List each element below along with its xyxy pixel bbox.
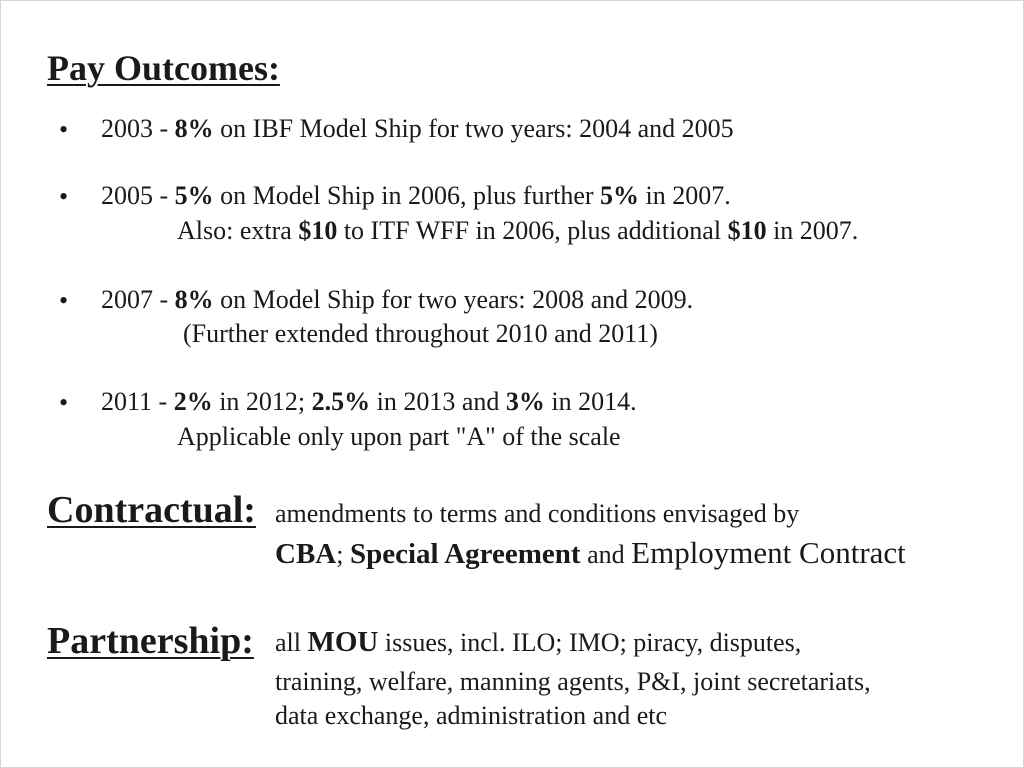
pay-item-2003: 2003 - 8% on IBF Model Ship for two year… [101,114,734,143]
pay-item-2007: 2007 - 8% on Model Ship for two years: 2… [101,285,694,314]
partnership-line-2: training, welfare, manning agents, P&I, … [275,667,871,696]
pay-item-2011: 2011 - 2% in 2012; 2.5% in 2013 and 3% i… [101,387,637,416]
contractual-line-2: CBA; Special Agreement and Employment Co… [275,535,906,570]
bullet-marker: • [59,286,69,315]
contractual-heading: Contractual: [47,489,256,531]
bullet-marker: • [59,388,69,417]
pay-outcomes-heading: Pay Outcomes: [47,48,280,88]
pay-item-2011-detail: Applicable only upon part "A" of the sca… [177,422,621,451]
partnership-heading: Partnership: [47,620,254,662]
partnership-line-1: all MOU issues, incl. ILO; IMO; piracy, … [275,626,802,658]
pay-item-2005-detail: Also: extra $10 to ITF WFF in 2006, plus… [177,216,859,245]
pay-item-2007-detail: (Further extended throughout 2010 and 20… [183,319,658,348]
contractual-line-1: amendments to terms and conditions envis… [275,499,800,528]
bullet-marker: • [59,115,69,144]
partnership-line-3: data exchange, administration and etc [275,701,668,730]
pay-item-2005: 2005 - 5% on Model Ship in 2006, plus fu… [101,181,731,210]
bullet-marker: • [59,182,69,211]
